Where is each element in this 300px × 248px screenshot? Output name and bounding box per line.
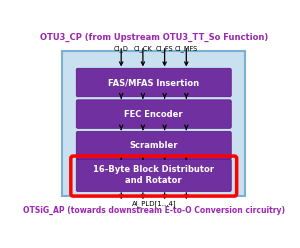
FancyBboxPatch shape [76, 159, 231, 191]
FancyBboxPatch shape [76, 68, 231, 97]
Text: FEC Encoder: FEC Encoder [124, 110, 183, 119]
Text: OTSiG_AP (towards downstream E-to-O Conversion circuitry): OTSiG_AP (towards downstream E-to-O Conv… [23, 205, 285, 215]
Text: OTU3_CP (from Upstream OTU3_TT_So Function): OTU3_CP (from Upstream OTU3_TT_So Functi… [40, 33, 268, 42]
FancyBboxPatch shape [76, 100, 231, 128]
Text: Scrambler: Scrambler [130, 141, 178, 150]
Text: AI_PLD[1...4]: AI_PLD[1...4] [131, 200, 176, 207]
FancyBboxPatch shape [76, 131, 231, 160]
FancyBboxPatch shape [62, 51, 245, 196]
Text: CI_CK: CI_CK [134, 45, 152, 52]
Text: FAS/MFAS Insertion: FAS/MFAS Insertion [108, 78, 199, 87]
Text: CI_FS: CI_FS [156, 45, 173, 52]
Text: 16-Byte Block Distributor
and Rotator: 16-Byte Block Distributor and Rotator [93, 165, 214, 185]
Text: CI_D: CI_D [114, 45, 129, 52]
Text: CI_MFS: CI_MFS [175, 45, 198, 52]
